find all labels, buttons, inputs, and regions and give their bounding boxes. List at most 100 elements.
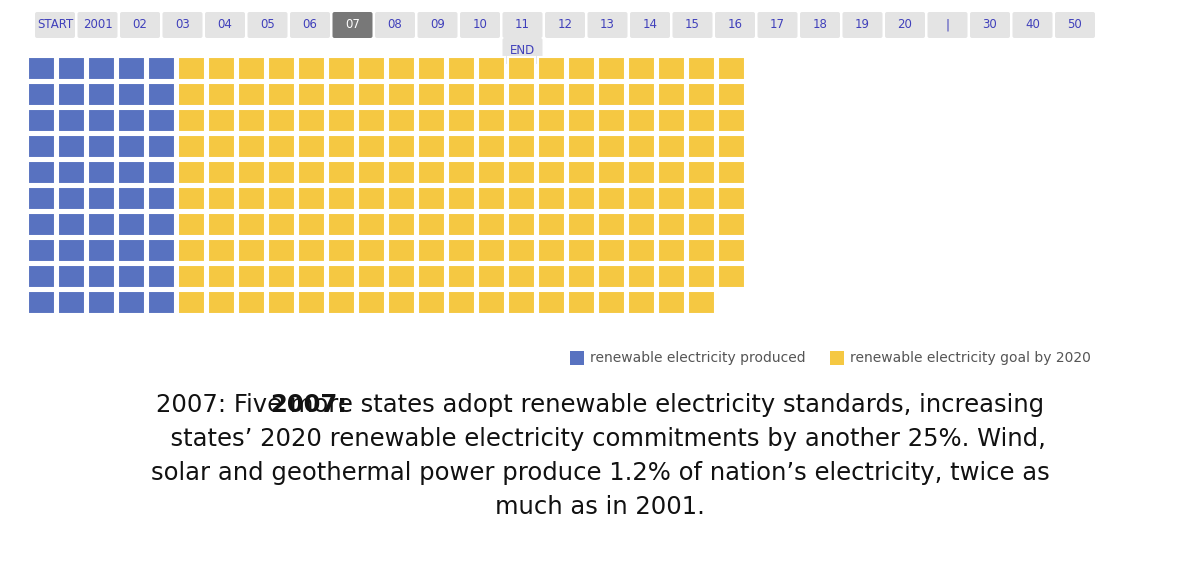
Bar [718, 57, 745, 80]
FancyBboxPatch shape [290, 12, 330, 38]
Bar [178, 291, 205, 314]
Bar [238, 291, 265, 314]
Text: END: END [510, 44, 535, 57]
Bar [478, 239, 505, 262]
Bar [688, 161, 715, 184]
Bar [88, 265, 115, 288]
Bar [88, 161, 115, 184]
Bar [298, 187, 325, 210]
FancyBboxPatch shape [842, 12, 882, 38]
Bar [538, 265, 565, 288]
Bar [568, 109, 595, 132]
Text: much as in 2001.: much as in 2001. [496, 495, 704, 519]
Bar [358, 83, 385, 106]
Bar [268, 161, 295, 184]
Bar [118, 83, 145, 106]
Bar [58, 265, 85, 288]
Bar [328, 135, 355, 158]
Bar [298, 213, 325, 236]
Bar [88, 239, 115, 262]
Bar [178, 239, 205, 262]
Bar [568, 135, 595, 158]
Bar [148, 291, 175, 314]
Bar [628, 213, 655, 236]
Bar [628, 291, 655, 314]
FancyBboxPatch shape [162, 12, 203, 38]
Bar [148, 109, 175, 132]
Bar [688, 187, 715, 210]
Bar [478, 265, 505, 288]
Bar [208, 213, 235, 236]
Bar [58, 239, 85, 262]
Bar [358, 291, 385, 314]
Bar [418, 57, 445, 80]
Bar [268, 57, 295, 80]
Bar [58, 187, 85, 210]
Bar [658, 187, 685, 210]
Bar [598, 161, 625, 184]
Bar [238, 239, 265, 262]
Text: 02: 02 [132, 19, 148, 31]
Bar [628, 57, 655, 80]
FancyBboxPatch shape [418, 12, 457, 38]
Bar [658, 109, 685, 132]
FancyBboxPatch shape [78, 12, 118, 38]
Bar [208, 265, 235, 288]
Bar [28, 265, 55, 288]
Bar [178, 161, 205, 184]
Bar [148, 187, 175, 210]
FancyBboxPatch shape [374, 12, 415, 38]
FancyBboxPatch shape [672, 12, 713, 38]
Bar [508, 213, 535, 236]
Text: 15: 15 [685, 19, 700, 31]
Bar [178, 83, 205, 106]
Bar [628, 265, 655, 288]
Bar [28, 161, 55, 184]
Bar [358, 135, 385, 158]
Bar [598, 265, 625, 288]
Bar [28, 239, 55, 262]
Text: 07: 07 [346, 19, 360, 31]
Bar [628, 83, 655, 106]
Text: 18: 18 [812, 19, 828, 31]
Bar [478, 291, 505, 314]
Bar [658, 161, 685, 184]
Bar [718, 161, 745, 184]
Bar [718, 109, 745, 132]
Text: 04: 04 [217, 19, 233, 31]
Bar [448, 161, 475, 184]
Bar [238, 213, 265, 236]
Text: 03: 03 [175, 19, 190, 31]
FancyBboxPatch shape [460, 12, 500, 38]
Bar [688, 213, 715, 236]
Bar [418, 83, 445, 106]
Bar [508, 291, 535, 314]
Bar [28, 135, 55, 158]
Text: 20: 20 [898, 19, 912, 31]
Bar [658, 213, 685, 236]
Bar [148, 213, 175, 236]
Bar [478, 187, 505, 210]
Bar [88, 109, 115, 132]
Bar [538, 57, 565, 80]
Bar [508, 83, 535, 106]
Bar [448, 57, 475, 80]
Bar [388, 265, 415, 288]
Bar [718, 187, 745, 210]
Bar [268, 83, 295, 106]
Bar [268, 239, 295, 262]
Bar [28, 109, 55, 132]
Bar [508, 135, 535, 158]
Bar [448, 213, 475, 236]
Bar [148, 135, 175, 158]
Bar [118, 109, 145, 132]
Bar [478, 83, 505, 106]
FancyBboxPatch shape [715, 12, 755, 38]
Bar [118, 213, 145, 236]
Bar [118, 57, 145, 80]
Text: START: START [37, 19, 73, 31]
Bar [268, 291, 295, 314]
Bar [628, 135, 655, 158]
Bar [58, 83, 85, 106]
Bar [628, 187, 655, 210]
